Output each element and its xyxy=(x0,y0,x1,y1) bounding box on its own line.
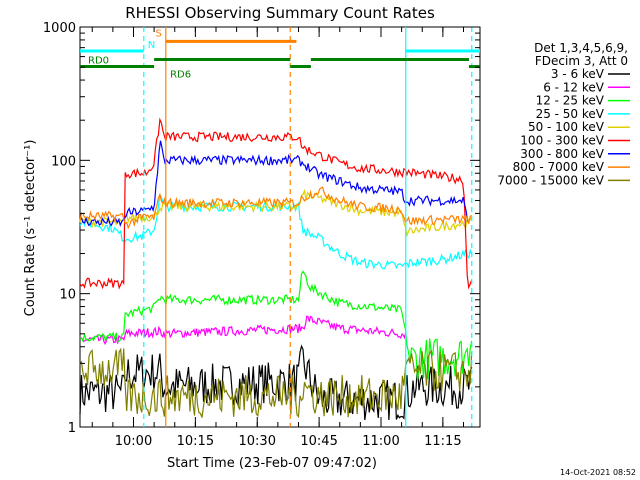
series-line-2 xyxy=(79,315,407,346)
chart-series-layer xyxy=(79,117,473,421)
y-tick-label: 1 xyxy=(68,421,76,436)
legend-label-4: 25 - 50 keV xyxy=(536,107,605,121)
x-axis-label: Start Time (23-Feb-07 09:47:02) xyxy=(167,456,377,471)
chart-plot-area xyxy=(79,26,481,428)
chart-axis-layer: 1 10 100 1000 10:00 10:15 10:30 10:45 11:00 11:15 xyxy=(43,21,480,449)
series-line-7 xyxy=(80,140,469,227)
x-tick-label: 10:45 xyxy=(300,434,337,449)
series-line-6 xyxy=(79,117,473,290)
x-tick-label: 11:00 xyxy=(362,434,399,449)
legend-label-8: 800 - 7000 keV xyxy=(513,160,605,174)
chart-flag-layer: SN RD0 RD6 xyxy=(80,27,480,427)
flag-label-rd6: RD6 xyxy=(170,70,191,81)
x-tick-label: 10:30 xyxy=(239,434,276,449)
legend-label-3: 12 - 25 keV xyxy=(536,94,605,108)
legend-label-2: 6 - 12 keV xyxy=(543,80,605,94)
legend-header-line-2: FDecim 3, Att 0 xyxy=(535,54,628,68)
legend-label-5: 50 - 100 keV xyxy=(528,120,605,134)
x-tick-label: 10:15 xyxy=(177,434,214,449)
y-tick-label: 10 xyxy=(59,288,76,303)
y-axis-label: Count Rate (s⁻¹ detector⁻¹) xyxy=(23,140,38,317)
flag-label-rd0: RD0 xyxy=(88,56,109,67)
y-tick-label: 1000 xyxy=(43,21,76,36)
x-tick-label: 11:15 xyxy=(424,434,461,449)
chart-title: RHESSI Observing Summary Count Rates xyxy=(125,4,435,22)
plot-frame xyxy=(79,26,481,428)
legend-label-6: 100 - 300 keV xyxy=(520,134,604,148)
flag-label-s: S xyxy=(155,28,161,39)
timestamp: 14-Oct-2021 08:52 xyxy=(560,468,636,477)
series-line-9 xyxy=(79,347,473,418)
legend-header-line-1: Det 1,3,4,5,6,9, xyxy=(534,41,628,55)
legend-label-1: 3 - 6 keV xyxy=(551,67,605,81)
flag-label-n: N xyxy=(148,40,155,51)
y-tick-label: 100 xyxy=(51,154,76,169)
legend-label-7: 300 - 800 keV xyxy=(520,147,604,161)
series-line-3 xyxy=(79,270,473,381)
x-tick-label: 10:00 xyxy=(115,434,152,449)
legend-label-9: 7000 - 15000 keV xyxy=(497,173,604,187)
series-line-8 xyxy=(79,186,473,230)
series-line-1 xyxy=(79,344,473,421)
